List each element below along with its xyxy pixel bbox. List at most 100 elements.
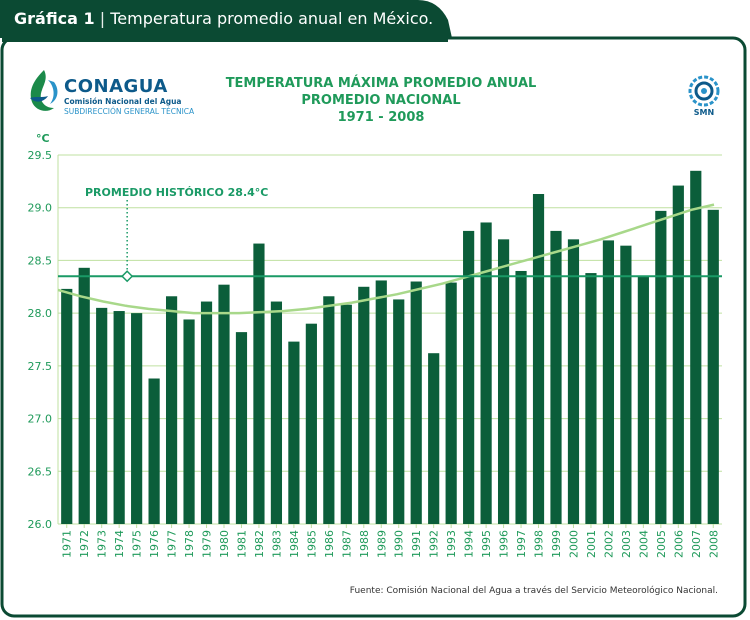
x-tick-label: 1974	[113, 530, 126, 558]
bar	[61, 288, 73, 524]
bar	[672, 185, 684, 524]
reference-label: PROMEDIO HISTÓRICO 28.4°C	[85, 186, 268, 199]
header-bar	[2, 36, 448, 42]
trend-line	[57, 203, 715, 315]
y-tick-label: 29.0	[28, 202, 53, 215]
bar	[253, 243, 265, 524]
trend-layer	[57, 203, 715, 315]
x-tick-label: 2000	[567, 530, 580, 558]
bars-layer	[61, 170, 719, 525]
x-tick-label: 2007	[690, 530, 703, 558]
header-separator: |	[99, 9, 106, 28]
chart-period: 1971 - 2008	[337, 110, 425, 125]
x-tick-label: 1986	[323, 530, 336, 558]
header-label-bold: Gráfica 1	[14, 9, 95, 28]
y-tick-label: 26.0	[28, 518, 53, 531]
x-tick-label: 1978	[183, 530, 196, 558]
bar	[393, 299, 405, 524]
x-tick-label: 2003	[620, 530, 633, 558]
bar	[602, 240, 615, 524]
conagua-logo: CONAGUA Comisión Nacional del Agua SUBDI…	[24, 68, 194, 118]
smn-spiral-icon	[688, 75, 720, 107]
bar	[410, 281, 422, 524]
y-axis-label: °C	[36, 132, 50, 145]
x-tick-label: 1992	[428, 530, 441, 558]
x-tick-label: 1981	[235, 530, 248, 558]
bar	[235, 332, 248, 524]
x-tick-label: 1989	[375, 530, 388, 558]
bar	[428, 353, 440, 524]
x-tick-label: 1982	[253, 530, 266, 558]
x-tick-label: 1983	[270, 530, 283, 558]
x-tick-label: 1997	[515, 530, 528, 558]
bar	[463, 230, 475, 524]
x-tick-label: 1971	[61, 530, 74, 558]
bar	[131, 313, 143, 524]
x-tick-label: 2006	[672, 530, 685, 558]
bar	[96, 307, 108, 524]
bar	[113, 311, 125, 524]
x-tick-label: 1998	[533, 530, 546, 558]
x-tick-label: 1984	[288, 530, 301, 558]
x-tick-label: 2008	[707, 530, 720, 558]
source-note: Fuente: Comisión Nacional del Agua a tra…	[349, 586, 718, 596]
x-tick-label: 1996	[498, 530, 511, 558]
x-tick-label: 1993	[445, 530, 458, 558]
bar	[358, 286, 370, 524]
logo-name: CONAGUA	[64, 76, 168, 97]
bar	[497, 239, 510, 525]
x-tick-label: 1977	[166, 530, 179, 558]
x-tick-label: 2001	[585, 530, 598, 558]
x-tick-label: 2004	[637, 530, 650, 558]
x-tick-label: 1991	[410, 530, 423, 558]
y-tick-label: 28.0	[28, 307, 53, 320]
bar	[515, 270, 527, 524]
bar	[690, 170, 702, 525]
bar	[620, 245, 632, 524]
header-label-text: Temperatura promedio anual en México.	[110, 9, 434, 28]
x-tick-label: 1990	[393, 530, 406, 558]
x-tick-label: 2002	[602, 530, 615, 558]
bar	[637, 276, 649, 524]
x-tick-label: 1975	[131, 530, 144, 558]
bar	[585, 273, 597, 524]
bar	[340, 304, 352, 524]
x-tick-label: 1988	[358, 530, 371, 558]
x-tick-label: 2005	[655, 530, 668, 558]
conagua-emblem-icon	[30, 70, 58, 111]
bar	[707, 209, 719, 524]
x-tick-label: 1973	[96, 530, 109, 558]
bar	[532, 194, 545, 524]
x-tick-labels: 1971 1972 1973 1974 1975 1976 1977 1978 1979 1980…	[61, 524, 720, 558]
logo-subtitle2: SUBDIRECCIÓN GENERAL TÉCNICA	[64, 107, 195, 116]
bar	[78, 267, 90, 524]
y-tick-label: 26.5	[28, 465, 53, 478]
bar	[218, 284, 230, 524]
bar	[445, 282, 457, 524]
bar	[183, 319, 195, 524]
bar	[655, 210, 667, 524]
x-tick-label: 1980	[218, 530, 231, 558]
bar	[323, 296, 335, 524]
reference-layer: PROMEDIO HISTÓRICO 28.4°C	[58, 186, 722, 283]
bar	[305, 323, 317, 524]
x-tick-label: 1976	[148, 530, 161, 558]
x-tick-label: 1987	[340, 530, 353, 558]
smn-label: SMN	[693, 108, 715, 117]
bar	[550, 230, 562, 524]
bar	[480, 222, 492, 524]
x-tick-label: 1985	[305, 530, 318, 558]
header-tab	[0, 0, 452, 38]
bar	[567, 239, 580, 525]
chart-title: TEMPERATURA MÁXIMA PROMEDIO ANUAL	[225, 76, 537, 91]
y-tick-label: 29.5	[28, 149, 53, 162]
x-tick-label: 1972	[78, 530, 91, 558]
bar	[165, 296, 178, 524]
y-tick-label: 27.0	[28, 413, 53, 426]
x-tick-label: 1999	[550, 530, 563, 558]
x-tick-label: 1979	[201, 530, 214, 558]
header-title: Gráfica 1 | Temperatura promedio anual e…	[14, 9, 433, 28]
y-tick-label: 27.5	[28, 360, 53, 373]
